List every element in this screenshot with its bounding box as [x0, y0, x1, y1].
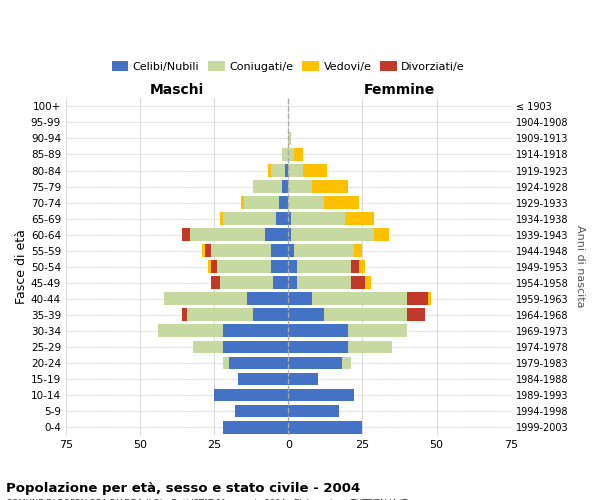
- Bar: [374, 228, 389, 241]
- Bar: [312, 180, 347, 193]
- Bar: [347, 340, 392, 353]
- Bar: [289, 132, 291, 145]
- Bar: [359, 260, 365, 273]
- Bar: [353, 244, 362, 257]
- Legend: Celibi/Nubili, Coniugati/e, Vedovi/e, Divorziati/e: Celibi/Nubili, Coniugati/e, Vedovi/e, Di…: [107, 56, 469, 76]
- Bar: [211, 244, 271, 257]
- Bar: [324, 308, 407, 322]
- Bar: [241, 196, 244, 209]
- Bar: [289, 420, 362, 434]
- Bar: [223, 420, 289, 434]
- Bar: [324, 196, 359, 209]
- Bar: [247, 292, 289, 305]
- Bar: [289, 404, 339, 417]
- Bar: [344, 212, 374, 225]
- Bar: [350, 276, 365, 289]
- Bar: [291, 212, 344, 225]
- Bar: [235, 404, 289, 417]
- Bar: [229, 356, 289, 370]
- Bar: [289, 260, 297, 273]
- Text: COMUNE DI BOFFALORA D'ADDA (LO) - Dati ISTAT 1° gennaio 2004 - Elaborazione TUTT: COMUNE DI BOFFALORA D'ADDA (LO) - Dati I…: [6, 498, 407, 500]
- Bar: [214, 388, 289, 402]
- Bar: [208, 260, 211, 273]
- Text: Maschi: Maschi: [150, 82, 204, 96]
- Bar: [158, 324, 223, 338]
- Bar: [223, 340, 289, 353]
- Bar: [211, 260, 217, 273]
- Bar: [238, 372, 289, 386]
- Bar: [289, 324, 347, 338]
- Bar: [193, 340, 223, 353]
- Bar: [283, 180, 289, 193]
- Bar: [211, 276, 220, 289]
- Y-axis label: Anni di nascita: Anni di nascita: [575, 226, 585, 308]
- Bar: [253, 180, 283, 193]
- Text: Popolazione per età, sesso e stato civile - 2004: Popolazione per età, sesso e stato civil…: [6, 482, 360, 495]
- Bar: [244, 196, 280, 209]
- Bar: [217, 260, 271, 273]
- Bar: [297, 260, 350, 273]
- Bar: [253, 308, 289, 322]
- Bar: [182, 228, 190, 241]
- Bar: [289, 340, 347, 353]
- Bar: [187, 308, 253, 322]
- Bar: [350, 260, 359, 273]
- Bar: [407, 292, 428, 305]
- Bar: [223, 324, 289, 338]
- Bar: [289, 372, 318, 386]
- Bar: [283, 148, 289, 161]
- Bar: [428, 292, 431, 305]
- Bar: [289, 276, 297, 289]
- Bar: [190, 228, 265, 241]
- Bar: [223, 212, 277, 225]
- Bar: [291, 228, 374, 241]
- Text: Femmine: Femmine: [364, 82, 435, 96]
- Bar: [303, 164, 327, 177]
- Bar: [205, 244, 211, 257]
- Bar: [297, 276, 350, 289]
- Bar: [182, 308, 187, 322]
- Bar: [280, 196, 289, 209]
- Bar: [289, 244, 294, 257]
- Bar: [289, 308, 324, 322]
- Bar: [265, 228, 289, 241]
- Bar: [274, 276, 289, 289]
- Bar: [294, 148, 303, 161]
- Bar: [271, 164, 286, 177]
- Bar: [294, 244, 353, 257]
- Bar: [271, 244, 289, 257]
- Bar: [268, 164, 271, 177]
- Bar: [220, 212, 223, 225]
- Bar: [407, 308, 425, 322]
- Bar: [220, 276, 274, 289]
- Bar: [312, 292, 407, 305]
- Bar: [289, 148, 294, 161]
- Bar: [289, 212, 291, 225]
- Bar: [164, 292, 247, 305]
- Bar: [289, 356, 341, 370]
- Bar: [289, 196, 324, 209]
- Bar: [289, 164, 303, 177]
- Bar: [289, 292, 312, 305]
- Bar: [277, 212, 289, 225]
- Bar: [223, 356, 229, 370]
- Bar: [341, 356, 350, 370]
- Bar: [286, 164, 289, 177]
- Bar: [289, 388, 353, 402]
- Y-axis label: Fasce di età: Fasce di età: [15, 230, 28, 304]
- Bar: [289, 228, 291, 241]
- Bar: [271, 260, 289, 273]
- Bar: [289, 180, 312, 193]
- Bar: [202, 244, 205, 257]
- Bar: [365, 276, 371, 289]
- Bar: [347, 324, 407, 338]
